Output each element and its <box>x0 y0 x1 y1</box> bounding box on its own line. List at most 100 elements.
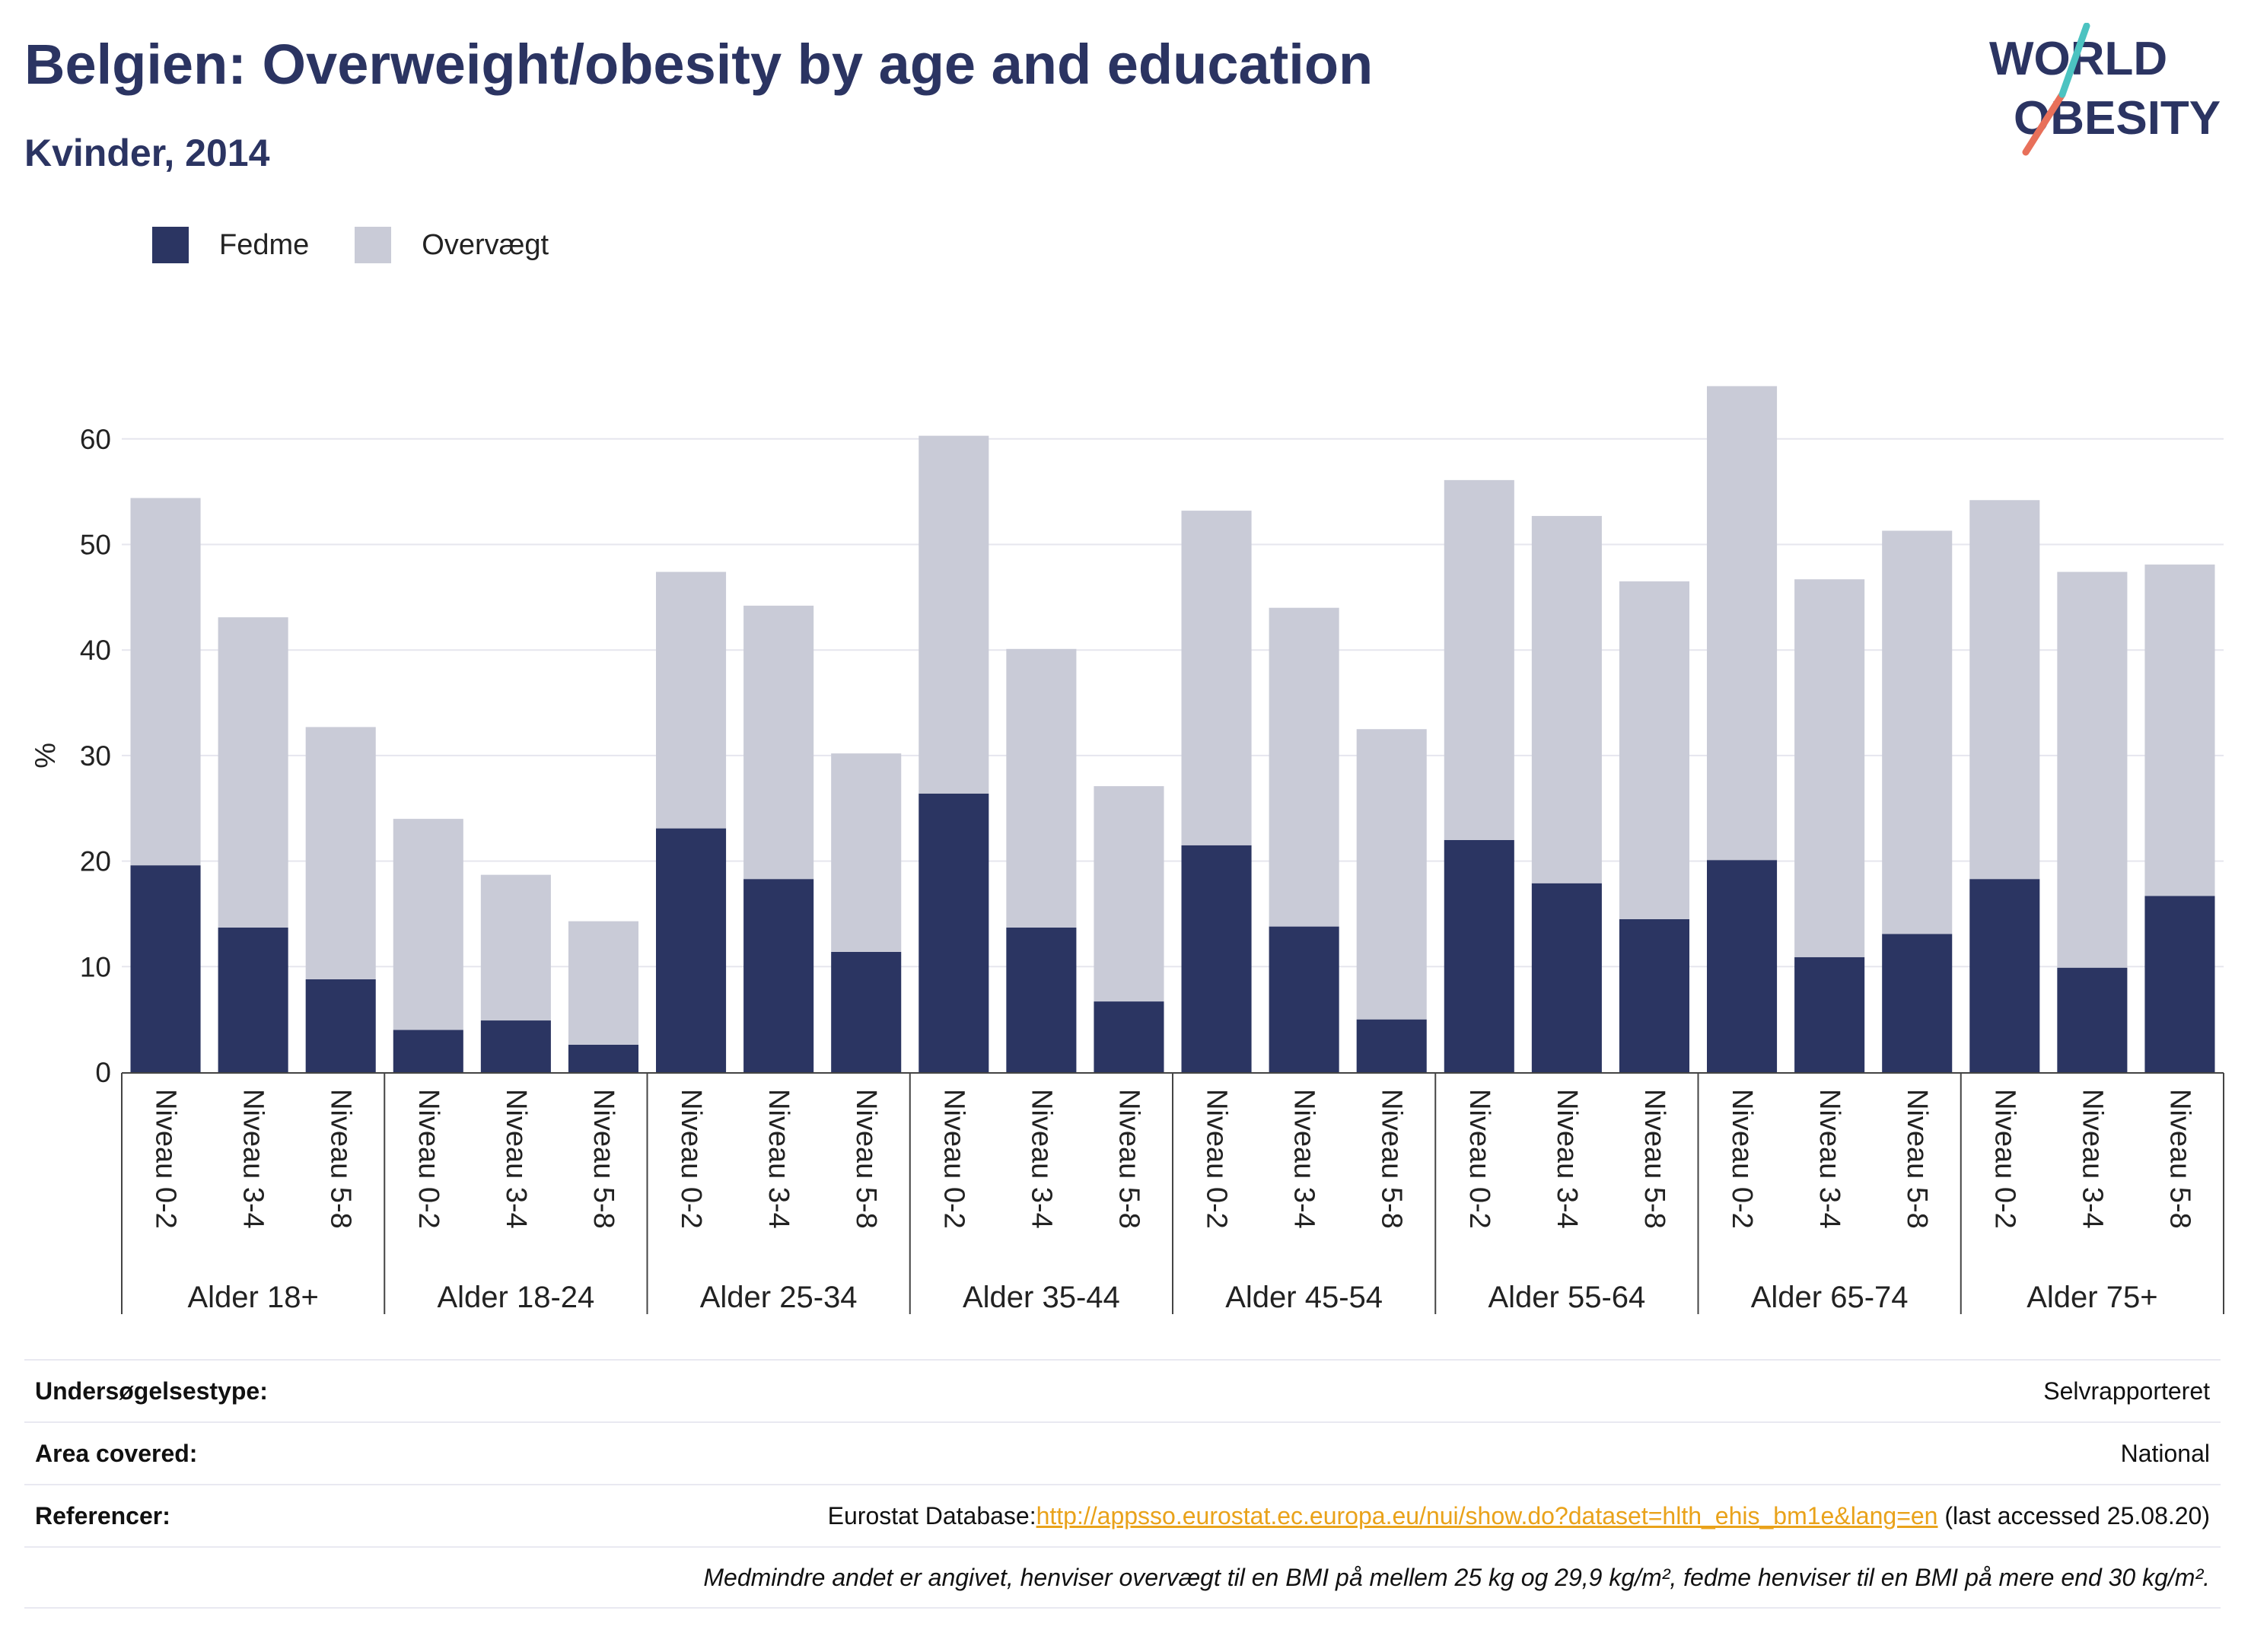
bar-fedme <box>1181 845 1252 1072</box>
bar-fedme <box>1531 883 1602 1072</box>
references-suffix: (last accessed 25.08.20) <box>1937 1501 2210 1529</box>
bar-fedme <box>1969 879 2040 1072</box>
bar-overvaegt <box>919 435 989 794</box>
bar-fedme <box>480 1020 551 1072</box>
group-label: Alder 45-54 <box>1225 1281 1383 1314</box>
x-tick-label: Niveau 3-4 <box>1813 1089 1845 1229</box>
x-tick-label: Niveau 3-4 <box>763 1089 794 1229</box>
bar-fedme <box>831 951 902 1072</box>
x-tick-label: Niveau 0-2 <box>1726 1089 1758 1229</box>
bar-fedme <box>1094 1001 1164 1072</box>
y-tick-label: 10 <box>80 951 111 982</box>
x-tick-label: Niveau 3-4 <box>1025 1089 1057 1229</box>
bar-fedme <box>130 865 201 1072</box>
legend-label-fedme: Fedme <box>219 228 310 261</box>
y-tick-label: 0 <box>95 1057 111 1088</box>
info-table: Undersøgelsestype: Selvrapporteret Area … <box>24 1359 2221 1609</box>
x-tick-label: Niveau 0-2 <box>1463 1089 1495 1229</box>
bar-fedme <box>1356 1019 1427 1072</box>
bar-overvaegt <box>1969 500 2040 880</box>
bar-fedme <box>1006 927 1077 1072</box>
x-tick-label: Niveau 5-8 <box>1638 1089 1670 1229</box>
y-tick-label: 20 <box>80 846 111 877</box>
references-value: Eurostat Database:http://appsso.eurostat… <box>828 1502 2210 1530</box>
bar-fedme <box>1444 839 1514 1072</box>
x-tick-label: Niveau 0-2 <box>675 1089 707 1229</box>
bar-overvaegt <box>218 617 288 928</box>
info-row-survey-type: Undersøgelsestype: Selvrapporteret <box>24 1359 2221 1421</box>
info-value: Selvrapporteret <box>2043 1377 2210 1405</box>
x-tick-label: Niveau 5-8 <box>587 1089 619 1229</box>
bar-fedme <box>1619 918 1689 1072</box>
bar-overvaegt <box>1006 648 1077 928</box>
group-label: Alder 55-64 <box>1488 1281 1645 1314</box>
y-tick-label: 30 <box>80 740 111 772</box>
y-tick-label: 60 <box>80 424 111 455</box>
group-label: Alder 18+ <box>187 1281 318 1314</box>
bar-overvaegt <box>1444 479 1514 840</box>
bar-overvaegt <box>1269 607 1339 927</box>
x-tick-label: Niveau 5-8 <box>850 1089 882 1229</box>
chart-legend: Fedme Overvægt <box>152 227 594 263</box>
y-tick-label: 50 <box>80 530 111 561</box>
x-tick-label: Niveau 0-2 <box>1201 1089 1233 1229</box>
x-tick-label: Niveau 0-2 <box>150 1089 182 1229</box>
bar-overvaegt <box>831 753 902 952</box>
bar-overvaegt <box>1882 530 1953 934</box>
bar-overvaegt <box>2057 571 2128 968</box>
group-label: Alder 35-44 <box>963 1281 1120 1314</box>
x-tick-label: Niveau 0-2 <box>1988 1089 2020 1229</box>
info-row-references: Referencer: Eurostat Database:http://app… <box>24 1484 2221 1546</box>
legend-item-fedme[interactable]: Fedme <box>152 227 309 263</box>
bar-fedme <box>568 1044 638 1072</box>
bar-overvaegt <box>393 819 463 1030</box>
group-label: Alder 18-24 <box>437 1281 594 1314</box>
legend-swatch-overvaegt <box>355 227 392 263</box>
bar-fedme <box>919 793 989 1072</box>
bar-fedme <box>1269 926 1339 1072</box>
bar-overvaegt <box>480 874 551 1021</box>
bar-overvaegt <box>130 498 201 866</box>
bar-overvaegt <box>1794 579 1865 957</box>
group-label: Alder 25-34 <box>700 1281 858 1314</box>
legend-label-overvaegt: Overvægt <box>422 228 549 261</box>
info-label: Undersøgelsestype: <box>35 1377 268 1405</box>
info-row-note: Medmindre andet er angivet, henviser ove… <box>24 1546 2221 1609</box>
x-tick-label: Niveau 0-2 <box>412 1089 444 1229</box>
x-tick-label: Niveau 0-2 <box>938 1089 969 1229</box>
legend-swatch-fedme <box>152 227 189 263</box>
references-link[interactable]: http://appsso.eurostat.ec.europa.eu/nui/… <box>1036 1501 1938 1529</box>
bar-fedme <box>2057 967 2128 1072</box>
bar-fedme <box>2144 896 2215 1072</box>
references-prefix: Eurostat Database: <box>827 1501 1036 1529</box>
bar-fedme <box>305 979 376 1072</box>
bar-overvaegt <box>305 727 376 979</box>
group-label: Alder 75+ <box>2027 1281 2157 1314</box>
bar-fedme <box>1794 957 1865 1072</box>
info-row-area-covered: Area covered: National <box>24 1421 2221 1484</box>
bar-overvaegt <box>2144 564 2215 896</box>
x-tick-label: Niveau 5-8 <box>1376 1089 1408 1229</box>
x-tick-label: Niveau 5-8 <box>1113 1089 1145 1229</box>
page-title: Belgien: Overweight/obesity by age and e… <box>24 33 1374 96</box>
bar-overvaegt <box>656 571 727 829</box>
bar-overvaegt <box>1707 386 1778 861</box>
page-subtitle: Kvinder, 2014 <box>24 132 270 174</box>
bmi-note: Medmindre andet er angivet, henviser ove… <box>703 1563 2210 1591</box>
bar-overvaegt <box>1619 581 1689 919</box>
bar-fedme <box>218 927 288 1072</box>
bar-overvaegt <box>1531 516 1602 883</box>
stacked-bar-chart: 0 10 20 30 40 50 60% Niveau 0-2 Niveau 3-4 Niveau… <box>30 386 2224 1314</box>
y-axis-label: % <box>30 743 62 769</box>
bar-fedme <box>1707 860 1778 1072</box>
bar-fedme <box>1882 934 1953 1072</box>
bar-overvaegt <box>1094 786 1164 1002</box>
bar-overvaegt <box>1181 511 1252 845</box>
info-label: Area covered: <box>35 1439 198 1467</box>
legend-item-overvaegt[interactable]: Overvægt <box>355 227 549 263</box>
bar-fedme <box>393 1030 463 1072</box>
group-label: Alder 65-74 <box>1751 1281 1909 1314</box>
x-tick-label: Niveau 5-8 <box>325 1089 357 1229</box>
info-value: National <box>2120 1439 2210 1467</box>
bar-overvaegt <box>568 921 638 1045</box>
